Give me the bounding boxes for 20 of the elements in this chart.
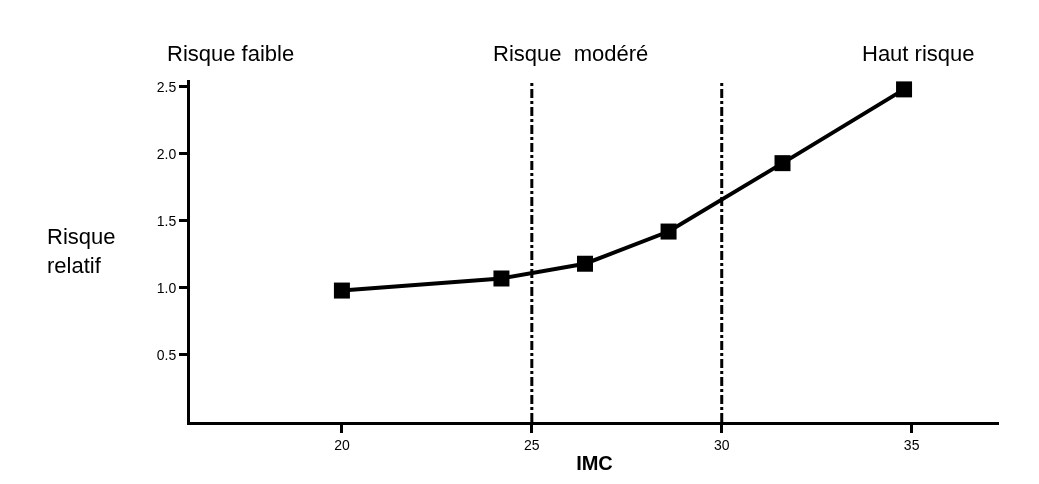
text: Risque modéré [493,41,649,66]
x-tick-label: 20 [334,436,350,453]
y-axis-title: Risque relatif [47,224,116,278]
point [493,270,510,287]
point [660,223,677,240]
y-tick-label: 1.5 [156,212,177,229]
x-tick-label: 35 [903,436,920,453]
y-tick-label: 2.0 [156,145,177,162]
text: Risque faible [167,41,295,66]
point [333,282,350,299]
x-tick-label: 25 [524,436,540,453]
point [896,81,913,98]
x-tick-label: 30 [713,436,730,453]
x-axis-title: IMC [576,452,613,475]
y-tick-label: 0.5 [156,346,177,363]
text: Haut risque [862,41,975,66]
y-tick-label: 1.0 [156,279,177,296]
y-tick-label: 2.5 [156,78,177,95]
point [577,255,593,272]
point [774,155,791,172]
